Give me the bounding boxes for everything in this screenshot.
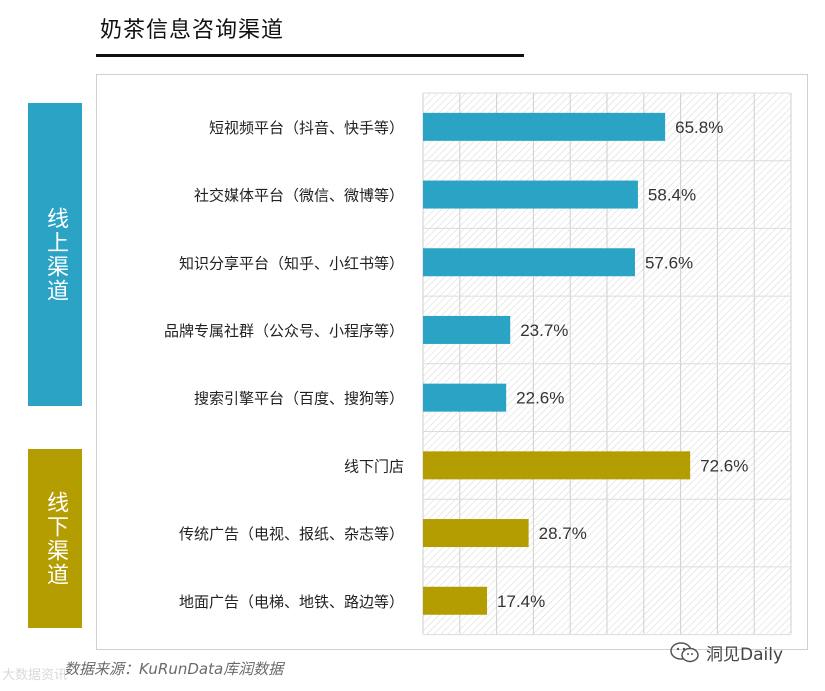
value-label: 17.4% <box>497 592 545 611</box>
data-source-note: 数据来源：KuRunData库润数据 <box>64 660 284 678</box>
category-label: 知识分享平台（知乎、小红书等） <box>179 254 404 272</box>
category-label: 品牌专属社群（公众号、小程序等） <box>164 322 404 340</box>
group-label-online: 线上渠道 <box>28 103 82 406</box>
category-label: 传统广告（电视、报纸、杂志等） <box>179 525 404 543</box>
value-label: 65.8% <box>675 118 723 137</box>
group-label-offline: 线下渠道 <box>28 449 82 628</box>
bar <box>423 519 529 548</box>
bar <box>423 248 635 277</box>
category-label: 线下门店 <box>344 457 404 475</box>
chart-title: 奶茶信息咨询渠道 <box>100 18 285 43</box>
value-label: 28.7% <box>539 524 587 543</box>
bar <box>423 112 666 141</box>
value-label: 23.7% <box>520 321 568 340</box>
value-label: 58.4% <box>648 186 696 205</box>
bar <box>423 451 691 480</box>
watermark-right: 洞见Daily <box>670 640 783 665</box>
value-label: 57.6% <box>645 253 693 272</box>
category-label: 短视频平台（抖音、快手等） <box>209 119 404 137</box>
value-label: 72.6% <box>700 456 748 475</box>
watermark-right-text: 洞见Daily <box>706 645 784 665</box>
wechat-icon <box>670 641 700 664</box>
category-label: 搜索引擎平台（百度、搜狗等） <box>194 390 404 408</box>
category-label: 社交媒体平台（微信、微博等） <box>194 187 404 205</box>
watermark-left: 大数据资讯 <box>2 668 68 683</box>
bar <box>423 383 507 412</box>
bar <box>423 586 488 615</box>
bar <box>423 180 638 209</box>
value-label: 22.6% <box>516 389 564 408</box>
title-underline <box>96 54 524 57</box>
category-label: 地面广告（电梯、地铁、路边等） <box>179 593 404 611</box>
chart-frame <box>96 74 808 650</box>
bar <box>423 315 511 344</box>
